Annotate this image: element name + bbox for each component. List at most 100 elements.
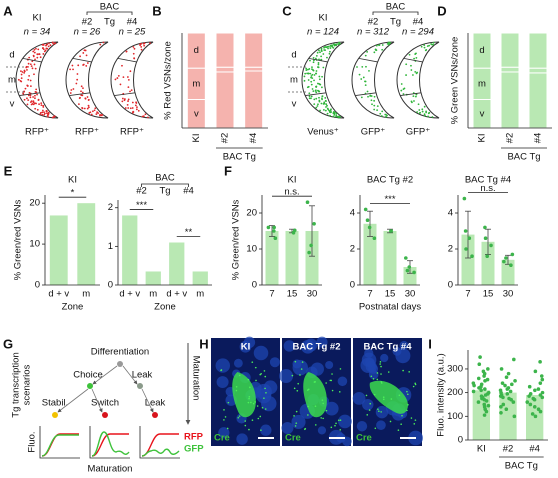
group-title: #2 xyxy=(136,186,147,197)
speckle xyxy=(238,374,241,377)
speckle xyxy=(407,403,409,406)
bar-segment xyxy=(528,32,548,69)
cell-dot xyxy=(140,48,143,51)
speckle xyxy=(248,397,250,400)
cell-dot xyxy=(32,101,35,104)
y-tick-label: 10 xyxy=(29,239,40,250)
data-point xyxy=(508,389,513,394)
speckle xyxy=(320,417,322,419)
nucleus xyxy=(304,338,318,352)
cell-dot xyxy=(20,70,22,72)
speckle xyxy=(339,419,342,421)
y-tick-label: 10 xyxy=(246,244,257,255)
cell-dot xyxy=(419,111,422,114)
data-point xyxy=(462,196,467,201)
data-point xyxy=(367,225,372,230)
cell-dot xyxy=(415,72,418,75)
speckle xyxy=(307,414,309,416)
sig-label: * xyxy=(71,188,75,199)
cell-dot xyxy=(364,80,366,83)
nucleus xyxy=(375,405,389,419)
cell-dot xyxy=(315,97,318,100)
cell-dot xyxy=(46,47,49,50)
bar xyxy=(481,241,495,285)
cell-dot xyxy=(34,97,36,100)
data-point xyxy=(483,393,488,397)
data-point xyxy=(471,389,476,394)
data-point xyxy=(532,397,537,402)
data-point xyxy=(482,413,487,417)
cell-dot xyxy=(86,62,89,64)
data-point xyxy=(513,378,517,383)
cell-dot xyxy=(135,108,138,111)
cell-dot xyxy=(362,76,365,79)
x-tick-label: 30 xyxy=(503,289,514,300)
cell-dot xyxy=(307,79,310,81)
cell-dot xyxy=(323,102,326,105)
cell-dot xyxy=(326,107,329,110)
nucleus xyxy=(337,376,348,387)
cell-dot xyxy=(130,89,133,92)
node-label: Leak xyxy=(132,370,153,381)
cell-dot xyxy=(25,65,28,68)
speckle xyxy=(256,405,259,407)
cell-dot xyxy=(26,103,29,106)
cell-dot xyxy=(121,97,124,100)
tg-label: Tg xyxy=(104,17,115,28)
cell-dot xyxy=(102,41,105,44)
data-point xyxy=(539,374,544,378)
cell-dot xyxy=(134,104,137,107)
cell-dot xyxy=(411,101,413,104)
bar-segment xyxy=(528,72,548,129)
cell xyxy=(303,372,327,418)
y-tick-label: 0 xyxy=(350,280,355,291)
speckle xyxy=(368,409,371,411)
cell-dot xyxy=(317,103,319,106)
cell-dot xyxy=(338,41,340,44)
n-label: n = 34 xyxy=(24,27,51,38)
data-point xyxy=(533,414,538,419)
cell-dot xyxy=(319,109,321,112)
speckle xyxy=(244,420,247,422)
data-point xyxy=(404,256,408,260)
cell-dot xyxy=(405,74,407,76)
cell-dot xyxy=(86,107,89,110)
zone-divider xyxy=(403,58,423,63)
data-point xyxy=(312,222,316,226)
data-point xyxy=(472,383,476,388)
cell-dot xyxy=(38,53,40,55)
cell-dot xyxy=(330,44,333,47)
speckle xyxy=(244,424,247,427)
cell-dot xyxy=(142,42,145,45)
cell-dot xyxy=(23,71,26,74)
speckle xyxy=(248,428,250,431)
cell-dot xyxy=(116,77,119,79)
speckle xyxy=(247,401,250,404)
cell-dot xyxy=(321,95,324,98)
data-point xyxy=(266,225,271,230)
cell-dot xyxy=(316,105,319,107)
speckle xyxy=(257,417,260,420)
error-bar xyxy=(465,210,471,259)
cell-dot xyxy=(314,57,317,60)
chart-title: BAC Tg #4 xyxy=(465,175,511,186)
speckle xyxy=(382,396,385,399)
data-point xyxy=(470,254,474,258)
y-tick-label: 0 xyxy=(108,280,113,291)
data-point xyxy=(292,228,297,233)
cell-dot xyxy=(32,50,35,53)
side-label: Tg transcription xyxy=(11,352,22,417)
data-point xyxy=(499,405,503,409)
bar xyxy=(145,271,161,285)
x-tick-label: KI xyxy=(477,134,488,143)
speckle xyxy=(293,415,295,417)
cell-dot xyxy=(421,110,424,113)
data-point xyxy=(502,259,506,264)
mini-axes xyxy=(139,426,180,459)
bar-segment xyxy=(186,32,206,69)
speckle xyxy=(406,390,408,393)
legend-label: GFP xyxy=(184,444,204,455)
n-label: n = 25 xyxy=(119,27,146,38)
data-point xyxy=(527,394,531,398)
cell-dot xyxy=(324,49,327,52)
